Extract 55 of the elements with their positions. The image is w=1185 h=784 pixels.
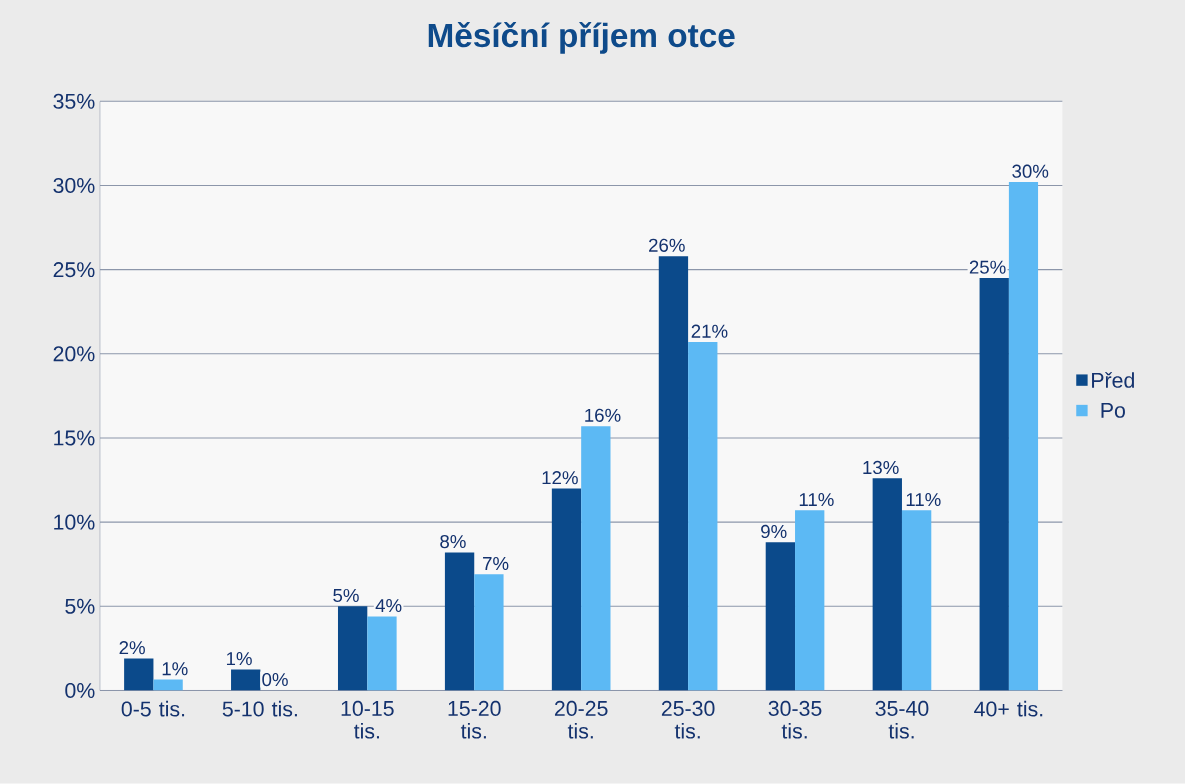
bar (765, 542, 796, 691)
legend-label: Před (1092, 372, 1134, 388)
bar (337, 606, 368, 691)
bar (901, 510, 932, 691)
data-label: 25% (969, 260, 1006, 274)
data-label: 7% (483, 557, 509, 571)
data-label: 26% (649, 238, 685, 253)
y-tick-label: 20% (53, 346, 95, 362)
x-tick-label: 35-40 tis. (875, 700, 929, 739)
y-tick-label: 35% (53, 93, 95, 109)
data-label: 5% (333, 588, 359, 603)
data-label: 1% (226, 652, 252, 666)
x-tick-label: 25-30 tis. (661, 700, 715, 739)
bar (124, 658, 154, 691)
data-label: 1% (162, 662, 188, 676)
data-label: 0% (262, 673, 288, 687)
x-tick-label: 0-5 tis. (121, 700, 185, 717)
x-tick-label: 20-25 tis. (554, 700, 608, 739)
x-tick-label: 40+ tis. (974, 700, 1043, 717)
data-label: 9% (761, 524, 787, 539)
bar (581, 426, 611, 691)
data-label: 16% (585, 408, 621, 423)
x-tick-label: 10-15 tis. (341, 700, 394, 739)
data-label: 13% (863, 460, 899, 475)
bar (231, 669, 261, 691)
x-tick-label: 5-10 tis. (222, 700, 297, 717)
bar (688, 342, 718, 691)
bar (474, 574, 504, 691)
y-tick-label: 15% (54, 430, 95, 446)
y-tick-label: 5% (65, 598, 95, 614)
bar (979, 278, 1009, 691)
bar (551, 488, 582, 691)
bar (1008, 182, 1039, 691)
data-label: 2% (119, 641, 145, 655)
data-label: 8% (440, 535, 466, 549)
bar (444, 552, 475, 691)
x-tick-label: 15-20 tis. (448, 700, 501, 739)
y-tick-label: 0% (65, 683, 95, 699)
y-tick-label: 10% (54, 514, 95, 530)
y-tick-label: 25% (53, 262, 95, 278)
bar (795, 510, 825, 691)
legend-label: Po (1101, 403, 1125, 418)
data-label: 11% (799, 493, 834, 507)
bar (872, 478, 902, 691)
x-tick-label: 30-35 tis. (768, 700, 822, 739)
bar (658, 256, 689, 691)
data-label: 21% (691, 324, 728, 338)
data-label: 30% (1012, 164, 1049, 178)
data-label: 4% (375, 599, 402, 613)
y-tick-label: 30% (53, 178, 95, 194)
data-label: 12% (542, 471, 578, 485)
bar (367, 616, 397, 691)
data-label: 11% (906, 493, 941, 507)
chart-title: Měsíční příjem otce (428, 22, 735, 54)
bar (153, 679, 183, 691)
